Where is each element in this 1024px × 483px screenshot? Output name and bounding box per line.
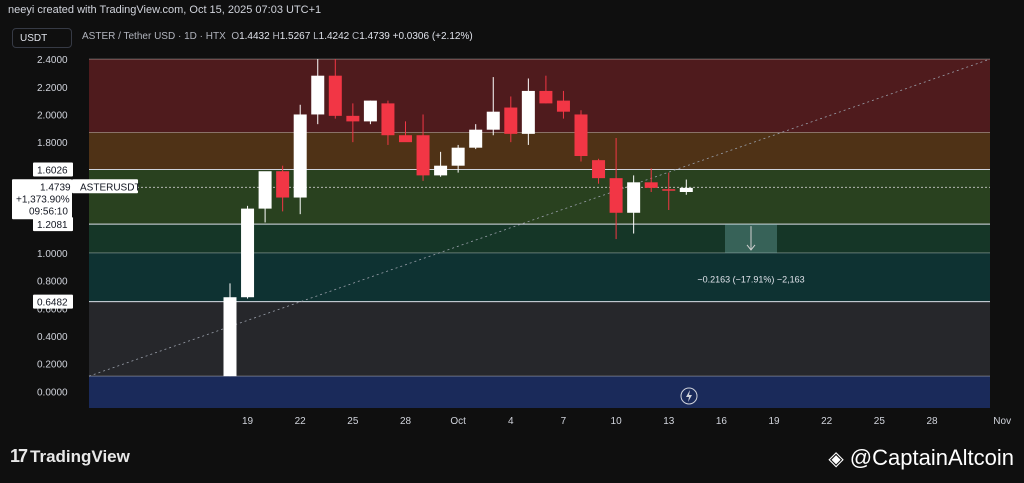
- x-tick-label: 19: [768, 416, 780, 427]
- candle-body: [556, 100, 570, 112]
- candle-body: [293, 114, 307, 198]
- fib-zone: [89, 252, 990, 302]
- x-tick-label: 22: [821, 416, 833, 427]
- legend-symbol: ASTER / Tether USD · 1D · HTX: [82, 31, 226, 42]
- fib-zone: [89, 224, 990, 253]
- candle-body: [223, 297, 237, 377]
- candle-body: [363, 100, 377, 122]
- candle-body: [399, 135, 412, 143]
- candle-body: [346, 115, 360, 122]
- candle-body: [592, 160, 606, 179]
- candle-body: [241, 208, 255, 298]
- level-label: 0.6482: [37, 298, 68, 309]
- candle-body: [609, 178, 623, 213]
- lightning-icon: [680, 387, 698, 405]
- fib-zone: [89, 301, 990, 377]
- x-tick-label: Oct: [450, 416, 466, 427]
- y-tick-label: 0.0000: [37, 387, 68, 398]
- x-tick-label: 22: [295, 416, 307, 427]
- x-tick-label: 4: [508, 416, 514, 427]
- legend-close-label: C: [352, 31, 360, 42]
- legend-change: +0.0306 (+2.12%): [392, 31, 473, 42]
- countdown-label: 09:56:10: [29, 206, 68, 217]
- legend-close: 1.4739: [359, 31, 390, 42]
- candle-body: [679, 187, 693, 192]
- candle-body: [451, 147, 465, 166]
- fib-zone: [89, 376, 990, 408]
- level-label-bg: [33, 217, 73, 232]
- candle-body: [539, 90, 553, 104]
- current-price-box: [12, 179, 72, 220]
- logo-text: TradingView: [30, 447, 130, 466]
- tradingview-logo[interactable]: 17 TradingView: [10, 446, 130, 467]
- legend-high: 1.5267: [279, 31, 311, 42]
- x-tick-label: 7: [561, 416, 567, 427]
- candle-body: [434, 165, 448, 176]
- y-tick-label: 0.8000: [37, 277, 68, 288]
- candle-body: [644, 182, 658, 188]
- lightning-bolt: [686, 390, 692, 402]
- tv-logo-icon: 17: [10, 446, 28, 466]
- legend-open-label: O: [231, 31, 240, 42]
- x-tick-label: 19: [242, 416, 254, 427]
- x-tick-label: 16: [716, 416, 728, 427]
- measure-arrow-head: [746, 244, 756, 251]
- watermark: ◈ @CaptainAltcoin: [828, 445, 1014, 471]
- candle-body: [311, 75, 325, 115]
- x-tick-label: 13: [663, 416, 675, 427]
- trend-line: [88, 58, 991, 377]
- x-tick-label: 25: [874, 416, 886, 427]
- x-tick-label: Nov: [993, 416, 1011, 427]
- y-tick-label: 2.4000: [37, 55, 68, 66]
- current-price-label: 1.4739: [40, 182, 71, 193]
- candle-body: [627, 182, 641, 213]
- candle-body: [328, 75, 342, 116]
- y-tick-label: 1.0000: [37, 249, 68, 260]
- candle-body: [504, 107, 518, 134]
- chart-legend: ASTER / Tether USD · 1D · HTX O1.4432 H1…: [82, 31, 473, 42]
- watermark-text: @CaptainAltcoin: [849, 445, 1014, 470]
- fib-zone: [89, 132, 990, 170]
- symbol-tag-bg: [72, 179, 138, 194]
- level-label: 1.2081: [37, 220, 68, 231]
- x-tick-label: 28: [926, 416, 938, 427]
- candle-body: [521, 90, 535, 134]
- candle-body: [416, 135, 430, 176]
- y-tick-label: 0.4000: [37, 332, 68, 343]
- level-label-bg: [33, 162, 73, 177]
- candle-body: [662, 189, 676, 191]
- chart-credit: neeyi created with TradingView.com, Oct …: [8, 4, 322, 16]
- candle-body: [469, 129, 483, 148]
- level-label-bg: [33, 294, 73, 309]
- symbol-tag: ASTERUSDT: [80, 182, 141, 193]
- current-change-label: +1,373.90%: [16, 194, 70, 205]
- y-tick-label: 2.2000: [37, 83, 68, 94]
- measure-label: −0.2163 (−17.91%) −2,163: [697, 275, 804, 285]
- candle-body: [276, 171, 290, 198]
- fib-zone: [89, 169, 990, 225]
- x-tick-label: 10: [611, 416, 623, 427]
- x-tick-label: 28: [400, 416, 412, 427]
- legend-low: 1.4242: [318, 31, 350, 42]
- x-tick-label: 25: [347, 416, 359, 427]
- pair-selector[interactable]: USDT: [12, 28, 72, 48]
- y-tick-label: 1.8000: [37, 138, 68, 149]
- legend-low-label: L: [313, 31, 319, 42]
- y-tick-label: 0.2000: [37, 360, 68, 371]
- price-chart[interactable]: −0.2163 (−17.91%) −2,163 2.4000 2.2000 2.00…: [0, 0, 1024, 440]
- legend-open: 1.4432: [239, 31, 270, 42]
- candle-body: [258, 171, 272, 209]
- candle-body: [574, 114, 588, 156]
- legend-high-label: H: [272, 31, 280, 42]
- binance-diamond-icon: ◈: [828, 448, 844, 470]
- y-tick-label: 0.6000: [37, 304, 68, 315]
- level-label: 1.6026: [37, 165, 68, 176]
- candle-body: [381, 103, 395, 136]
- y-tick-label: 2.0000: [37, 110, 68, 121]
- candle-body: [486, 111, 500, 130]
